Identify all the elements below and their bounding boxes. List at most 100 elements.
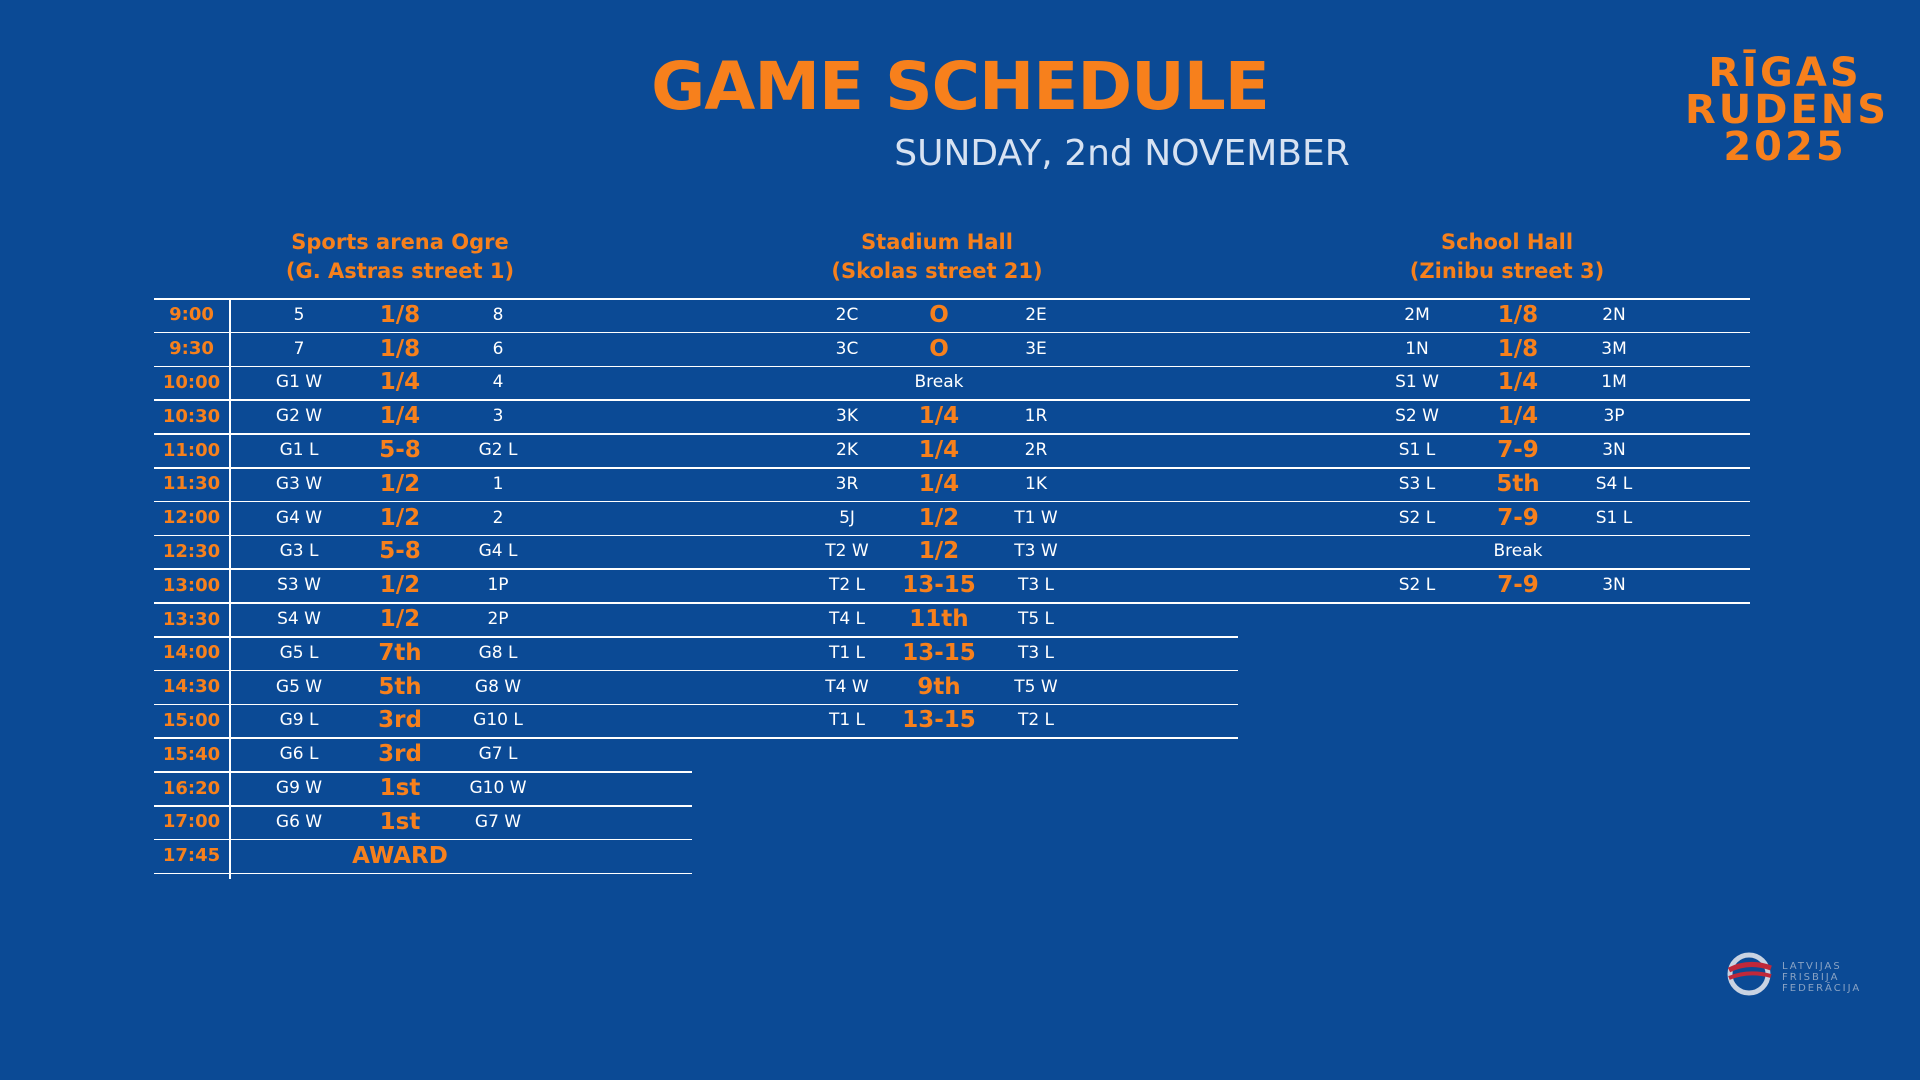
row-line (154, 805, 692, 807)
round: 1/4 (379, 403, 421, 430)
round: O (929, 335, 949, 362)
team: 3M (1601, 338, 1627, 359)
team: 2P (487, 609, 509, 630)
team: S4 L (1595, 473, 1633, 494)
time: 14:00 (162, 642, 221, 664)
logo-line: RĪGAS (1708, 50, 1862, 96)
round: 1/8 (379, 335, 421, 362)
time: 13:30 (162, 608, 221, 630)
team: S1 L (1398, 440, 1436, 461)
round: 5-8 (379, 437, 421, 464)
team: T1 L (828, 710, 866, 731)
team: 1 (492, 473, 504, 494)
round: 1/2 (379, 504, 421, 531)
team: 2R (1024, 440, 1048, 461)
team: G3 W (275, 473, 323, 494)
team: T4 W (825, 676, 869, 697)
round: 13-15 (902, 639, 976, 666)
team: T2 L (828, 575, 866, 596)
round: 1/2 (918, 538, 960, 565)
round: 1/2 (379, 572, 421, 599)
round: 5th (378, 673, 422, 700)
team: T3 W (1014, 541, 1058, 562)
venue-name: Stadium Hall (861, 230, 1013, 254)
team: 1P (487, 575, 509, 596)
team: G10 W (469, 778, 527, 799)
time-divider (229, 298, 231, 879)
team: 2E (1025, 304, 1047, 325)
team: G2 W (275, 406, 323, 427)
row-line (154, 534, 1750, 537)
time: 16:20 (162, 777, 221, 799)
team: 1K (1025, 473, 1047, 494)
federation-icon (1727, 952, 1772, 996)
federation-text: LATVIJAS (1782, 961, 1842, 972)
team: G7 L (478, 744, 518, 765)
team: 3N (1602, 440, 1626, 461)
team: G5 W (275, 676, 323, 697)
team: 5 (293, 304, 305, 325)
award: AWARD (352, 842, 448, 869)
time: 12:00 (162, 507, 221, 529)
team: S2 L (1398, 575, 1436, 596)
team: G5 L (279, 642, 319, 663)
break: Break (914, 372, 964, 393)
team: S3 L (1398, 473, 1436, 494)
round: 1/4 (1497, 403, 1539, 430)
round: 5th (1496, 470, 1540, 497)
team: T1 L (828, 642, 866, 663)
team: G4 L (478, 541, 518, 562)
round: 9th (917, 673, 961, 700)
team: 2K (836, 440, 858, 461)
time: 10:30 (162, 405, 221, 427)
federation-text: FEDERĀCIJA (1782, 983, 1862, 994)
row-line (154, 365, 1750, 368)
team: 6 (492, 338, 504, 359)
team: S1 W (1395, 372, 1439, 393)
row-line (154, 771, 692, 773)
team: S1 L (1595, 507, 1633, 528)
round: 1/2 (379, 470, 421, 497)
row-line (154, 399, 1750, 401)
round: 1/4 (918, 437, 960, 464)
team: S3 W (277, 575, 321, 596)
team: 2C (835, 304, 859, 325)
team: 1M (1601, 372, 1627, 393)
round: 7th (378, 639, 422, 666)
venue-address: (G. Astras street 1) (285, 259, 515, 283)
team: G10 L (473, 710, 523, 731)
round: 7-9 (1497, 504, 1539, 531)
team: S2 W (1395, 406, 1439, 427)
team: 3R (835, 473, 859, 494)
row-line (154, 872, 692, 875)
team: 7 (293, 338, 305, 359)
row-line (154, 568, 1750, 570)
row-line (154, 433, 1750, 435)
time: 17:00 (162, 811, 221, 833)
team: T4 L (828, 609, 866, 630)
team: T3 L (1017, 642, 1055, 663)
time: 11:30 (162, 473, 221, 495)
team: T1 W (1014, 507, 1058, 528)
round: 1/2 (918, 504, 960, 531)
row-line (154, 602, 1750, 604)
team: G2 L (478, 440, 518, 461)
team: G1 L (279, 440, 319, 461)
round: 3rd (378, 707, 422, 734)
team: 3N (1602, 575, 1626, 596)
team: G7 W (474, 811, 522, 832)
round: 1/4 (918, 470, 960, 497)
logo-line: 2025 (1723, 124, 1847, 170)
team: S2 L (1398, 507, 1436, 528)
federation-text: FRISBIJA (1782, 972, 1840, 983)
title: GAME SCHEDULE (651, 48, 1270, 125)
team: G4 W (275, 507, 323, 528)
team: G8 L (478, 642, 518, 663)
time: 15:40 (162, 743, 221, 765)
round: 3rd (378, 741, 422, 768)
time: 14:30 (162, 676, 221, 698)
team: T2 L (1017, 710, 1055, 731)
row-line (154, 331, 1750, 334)
team: G6 W (275, 811, 323, 832)
